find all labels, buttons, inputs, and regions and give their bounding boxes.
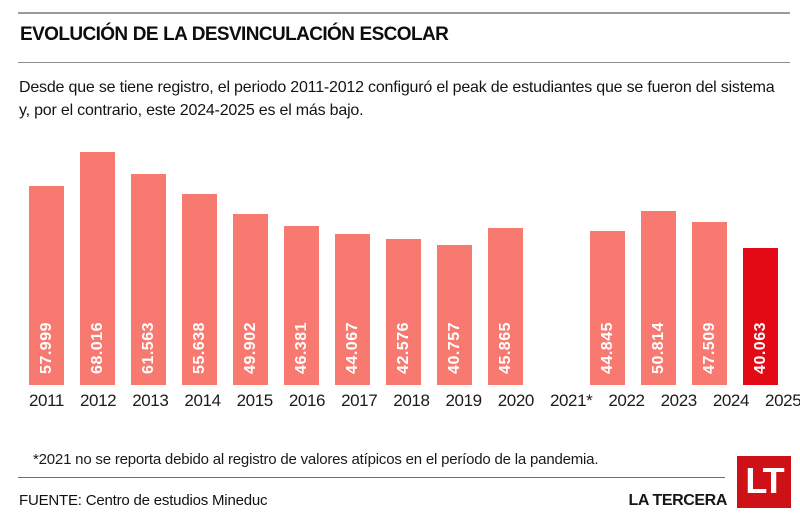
bar-2023: 50.814 — [641, 211, 676, 385]
bar-2017: 44.067 — [335, 234, 370, 385]
page-title: EVOLUCIÓN DE LA DESVINCULACIÓN ESCOLAR — [20, 24, 449, 45]
bar-2022: 44.845 — [590, 231, 625, 385]
bar-2016: 46.381 — [284, 226, 319, 385]
title-divider — [18, 62, 790, 63]
x-tick-2023: 2023 — [660, 391, 698, 410]
bar-value-label: 46.381 — [292, 322, 310, 374]
bar-value-label: 44.845 — [598, 322, 616, 374]
x-tick-2020: 2020 — [497, 391, 535, 410]
bar-value-label: 50.814 — [649, 322, 667, 374]
bar-slot-2024: 47.509 — [692, 151, 727, 385]
bar-2015: 49.902 — [233, 214, 268, 385]
x-tick-2014: 2014 — [184, 391, 221, 410]
x-axis: 2011 2012 2013 2014 2015 2016 2017 2018 2019 2020… — [29, 391, 800, 411]
x-tick-2024: 2024 — [712, 391, 750, 410]
bar-chart: 57.999 68.016 61.563 55.638 49.902 46.381 44.0… — [29, 151, 778, 385]
x-tick-2016: 2016 — [288, 391, 326, 410]
x-tick-2025: 2025 — [765, 391, 800, 410]
footnote: *2021 no se reporta debido al registro d… — [33, 451, 599, 468]
bar-2018: 42.576 — [386, 239, 421, 385]
bar-value-label: 61.563 — [139, 322, 157, 374]
bar-2014: 55.638 — [182, 194, 217, 385]
x-tick-2022: 2022 — [608, 391, 645, 410]
x-tick-2019: 2019 — [445, 391, 483, 410]
bar-slot-2025: 40.063 — [743, 151, 778, 385]
bar-slot-2012: 68.016 — [80, 151, 115, 385]
bar-slot-2023: 50.814 — [641, 151, 676, 385]
x-tick-2017: 2017 — [341, 391, 378, 410]
bar-2020: 45.865 — [488, 228, 523, 385]
bar-2013: 61.563 — [131, 174, 166, 385]
bar-value-label: 49.902 — [241, 322, 259, 374]
x-tick-2012: 2012 — [79, 391, 117, 410]
bar-slot-2022: 44.845 — [590, 151, 625, 385]
bar-slot-2015: 49.902 — [233, 151, 268, 385]
bar-value-label: 68.016 — [88, 322, 106, 374]
top-rule — [18, 12, 790, 14]
bar-2024: 47.509 — [692, 222, 727, 385]
bar-value-label: 45.865 — [496, 322, 514, 374]
bar-value-label: 44.067 — [343, 322, 361, 374]
chart-subtitle: Desde que se tiene registro, el periodo … — [19, 79, 775, 119]
bar-slot-2016: 46.381 — [284, 151, 319, 385]
bar-2012: 68.016 — [80, 152, 115, 385]
footer-divider — [18, 477, 725, 478]
x-tick-2018: 2018 — [393, 391, 430, 410]
x-tick-2013: 2013 — [132, 391, 169, 410]
x-tick-2015: 2015 — [236, 391, 274, 410]
bar-slot-2017: 44.067 — [335, 151, 370, 385]
bar-2011: 57.999 — [29, 186, 64, 385]
bar-2019: 40.757 — [437, 245, 472, 385]
bar-slot-2019: 40.757 — [437, 151, 472, 385]
bar-value-label: 42.576 — [394, 322, 412, 374]
bar-slot-2020: 45.865 — [488, 151, 523, 385]
bar-slot-2018: 42.576 — [386, 151, 421, 385]
bar-slot-2014: 55.638 — [182, 151, 217, 385]
bar-value-label: 55.638 — [190, 322, 208, 374]
bar-slot-2011: 57.999 — [29, 151, 64, 385]
bar-2025: 40.063 — [743, 248, 778, 385]
bar-slot-2021 — [539, 151, 574, 385]
bar-value-label: 47.509 — [700, 322, 718, 374]
x-tick-2021: 2021* — [549, 391, 593, 410]
bar-slot-2013: 61.563 — [131, 151, 166, 385]
bar-value-label: 57.999 — [37, 322, 55, 374]
bar-value-label: 40.063 — [751, 322, 769, 374]
brand-name: LA TERCERA — [628, 492, 727, 509]
source-credit: FUENTE: Centro de estudios Mineduc — [19, 492, 268, 509]
lt-logo-text: LT — [745, 460, 784, 501]
bar-value-label: 40.757 — [445, 322, 463, 374]
lt-logo: LT — [737, 456, 791, 508]
x-tick-2011: 2011 — [29, 391, 64, 410]
